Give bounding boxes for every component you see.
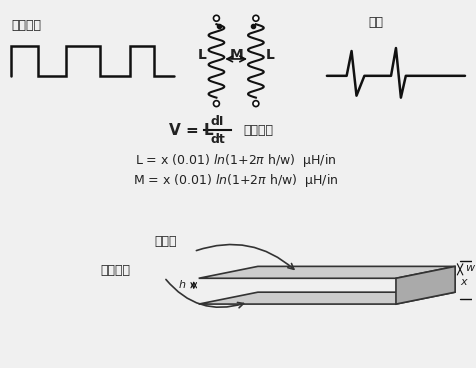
Text: L = x (0.01) $\it{ln}$(1+2$\pi$ h/w)  μH/in: L = x (0.01) $\it{ln}$(1+2$\pi$ h/w) μH/… [135,152,336,169]
Text: V = L: V = L [169,123,213,138]
Text: M = x (0.01) $\it{ln}$(1+2$\pi$ h/w)  μH/in: M = x (0.01) $\it{ln}$(1+2$\pi$ h/w) μH/… [133,171,338,188]
Circle shape [252,100,258,107]
Text: 电压: 电压 [368,16,383,29]
Text: （伏特）: （伏特） [243,124,272,137]
Text: 电流回路: 电流回路 [100,264,130,277]
Circle shape [252,15,258,21]
Circle shape [213,100,219,107]
Text: w: w [464,263,473,273]
Text: L: L [198,48,207,62]
Circle shape [213,15,219,21]
Text: h: h [178,280,185,290]
Text: L: L [265,48,274,62]
Text: dt: dt [209,133,224,146]
Text: M: M [229,48,243,62]
Text: 信号线: 信号线 [154,234,177,248]
Text: x: x [459,277,466,287]
Polygon shape [198,292,454,304]
Polygon shape [198,266,454,278]
Text: 输入电流: 输入电流 [11,19,41,32]
Polygon shape [395,266,454,304]
Text: dI: dI [210,115,224,128]
